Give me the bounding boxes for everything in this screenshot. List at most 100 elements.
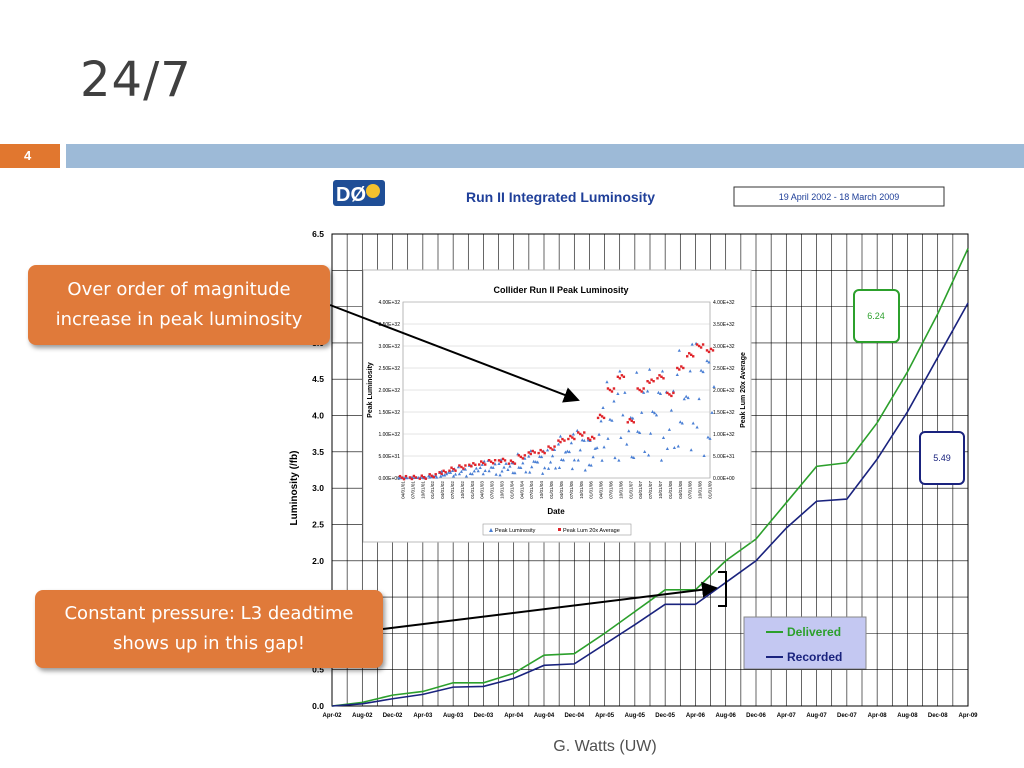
inset-x-tick-label: 01/01/06 [589,481,594,499]
inset-x-tick-label: 01/01/08 [668,481,673,499]
header-band [66,144,1024,168]
inset-x-tick-label: 10/01/03 [500,481,505,499]
peak-average-point [450,466,453,469]
inset-y-tick-label: 4.00E+32 [378,300,400,306]
peak-average-point [618,377,622,380]
peak-luminosity-point [659,458,664,462]
peak-luminosity-point [435,475,439,479]
peak-luminosity-point [695,425,699,429]
inset-x-tick-label: 07/01/06 [608,481,613,499]
peak-average-point [551,448,554,451]
peak-average-point [666,391,669,395]
peak-average-point [438,471,441,474]
peak-average-point [462,467,465,470]
peak-luminosity-point [571,432,575,436]
peak-average-point [638,388,641,392]
peak-average-point [499,460,503,464]
peak-luminosity-point [707,360,711,364]
peak-average-point [493,459,497,462]
main-y-tick-label: 6.5 [312,229,324,239]
inset-y-tick-label: 2.00E+32 [378,388,400,394]
inset-y2-tick-label: 3.00E+32 [713,344,735,350]
inset-x-tick-label: 10/01/04 [539,481,544,499]
peak-luminosity-point [636,429,640,433]
peak-luminosity-point [527,454,531,458]
inset-x-tick-label: 10/01/06 [618,481,623,499]
peak-luminosity-point [612,399,616,403]
main-x-tick-label: Apr-05 [595,713,615,719]
inset-x-tick-label: 07/01/03 [490,481,495,499]
peak-average-point [517,454,521,457]
peak-average-point [691,355,695,358]
peak-average-point [557,439,560,442]
inset-x-tick-label: 01/01/05 [549,481,554,499]
peak-luminosity-point [656,390,661,394]
peak-average-point [549,446,552,450]
peak-luminosity-point [500,469,504,473]
peak-average-point [412,474,416,478]
inset-x-tick-label: 10/01/08 [698,481,703,499]
peak-average-point [531,449,534,453]
peak-luminosity-point [642,390,646,394]
peak-luminosity-point [688,369,692,373]
main-x-tick-label: Dec-08 [928,713,948,719]
peak-average-point [400,476,404,479]
peak-luminosity-point [675,373,679,377]
peak-average-point [523,454,527,457]
peak-average-point [626,421,629,424]
slide-number: 4 [0,144,60,168]
peak-luminosity-point [506,467,510,471]
peak-luminosity-point [671,389,675,393]
main-y-tick-label: 2.0 [312,556,324,566]
peak-average-point [402,477,406,481]
peak-luminosity-point [504,461,508,465]
peak-average-point [668,393,671,396]
peak-average-point [707,350,711,354]
peak-average-point [581,434,584,437]
peak-average-point [672,391,675,395]
inset-x-tick-label: 04/01/02 [440,481,445,499]
peak-luminosity-point [556,442,561,446]
d0-logo-text: DØ [336,184,366,206]
peak-average-point [537,451,540,455]
inset-y2-tick-label: 3.50E+32 [713,322,735,328]
peak-average-point [460,465,463,469]
peak-luminosity-point [658,392,663,396]
inset-y-axis-label: Peak Luminosity [367,362,374,418]
peak-luminosity-point [697,397,701,401]
inset-grid [402,301,711,479]
peak-luminosity-point [576,458,580,462]
main-y-tick-label: 3.0 [312,483,324,493]
legend-recorded-label: Recorded [787,650,842,664]
inset-x-tick-label: 01/01/07 [628,481,633,499]
inset-y2-axis-label: Peak Lum 20x Average [740,352,747,428]
peak-luminosity-point [635,370,639,374]
peak-average-point [640,390,643,393]
inset-y-tick-label: 3.00E+32 [378,344,400,350]
d0-logo: DØ [333,180,385,206]
peak-average-point [606,387,610,390]
main-x-tick-label: Dec-06 [746,713,766,719]
peak-luminosity-point [453,472,458,476]
peak-luminosity-point [450,469,455,473]
inset-legend-peak-marker [489,528,493,532]
peak-luminosity-point [630,455,634,459]
callout2-arrow [382,581,718,630]
peak-luminosity-point [428,475,432,479]
inset-x-tick-label: 07/01/08 [688,481,693,499]
peak-average-point [541,450,544,453]
peak-average-point [620,374,624,377]
peak-luminosity-point [608,417,612,421]
peak-average-point [571,436,574,439]
peak-luminosity-point [672,446,676,450]
peak-luminosity-point [648,431,653,435]
peak-luminosity-point [646,453,651,457]
peak-average-point [598,413,602,417]
peak-average-point [610,390,614,393]
peak-luminosity-point [553,466,558,470]
peak-luminosity-point [643,450,647,453]
peak-average-point [553,445,556,448]
peak-luminosity-point [530,465,534,469]
inset-legend-peak-label: Peak Luminosity [495,528,536,534]
inset-x-tick-label: 04/01/01 [401,481,406,499]
